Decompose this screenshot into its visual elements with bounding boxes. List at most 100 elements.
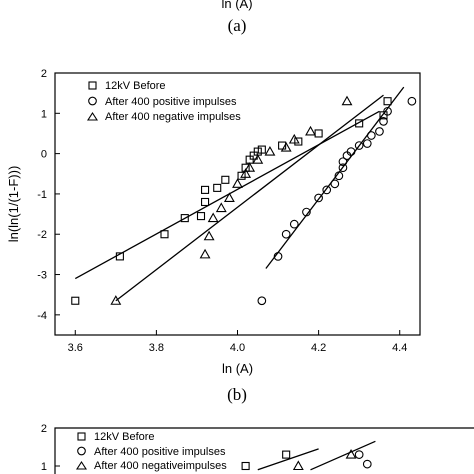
panel-b-y-axis-label: ln(ln(1/(1-F))) bbox=[6, 166, 21, 243]
data-point-triangle bbox=[232, 178, 243, 188]
legend-circle-marker bbox=[77, 446, 86, 456]
data-point-triangle bbox=[252, 154, 264, 164]
fit-line-series-3 bbox=[257, 448, 319, 471]
panel-a-caption: (a) bbox=[228, 16, 247, 35]
data-point-circle bbox=[362, 139, 372, 148]
x-tick-label: 4.4 bbox=[392, 342, 407, 354]
x-tick-label: 3.6 bbox=[68, 342, 83, 354]
data-point-square bbox=[383, 97, 392, 106]
panel-c-data-points bbox=[241, 448, 372, 471]
data-point-circle bbox=[302, 207, 311, 217]
panel-c-chart: 12 12kV Before After 400 positive impuls… bbox=[41, 423, 474, 474]
legend-label-positive: After 400 positive impulses bbox=[94, 446, 226, 458]
data-point-circle bbox=[362, 459, 372, 469]
y-tick-label: 2 bbox=[41, 423, 47, 435]
panel-b-ticks: 3.6 3.8 4.0 4.2 4.4 -4 -3 -2 -1 0 1 2 bbox=[37, 68, 407, 354]
y-tick-label: 0 bbox=[41, 149, 47, 161]
data-point-square bbox=[257, 145, 266, 154]
data-point-triangle bbox=[341, 95, 353, 106]
data-point-triangle bbox=[215, 202, 227, 213]
data-point-circle bbox=[281, 229, 291, 239]
y-tick-label: -3 bbox=[37, 270, 47, 282]
data-point-square bbox=[201, 197, 210, 207]
y-tick-label: 2 bbox=[41, 68, 47, 80]
data-point-square bbox=[294, 137, 303, 146]
y-tick-label: -4 bbox=[37, 310, 47, 322]
data-point-circle bbox=[379, 117, 388, 126]
fit-line-series-2 bbox=[310, 440, 376, 471]
x-tick-label: 4.0 bbox=[230, 342, 245, 354]
data-point-triangle bbox=[345, 448, 357, 459]
data-point-circle bbox=[330, 179, 340, 189]
data-point-square bbox=[196, 212, 206, 221]
y-tick-label: 1 bbox=[41, 461, 47, 473]
data-point-square bbox=[180, 214, 189, 223]
data-point-circle bbox=[383, 106, 392, 116]
data-point-circle bbox=[346, 147, 356, 156]
data-point-triangle bbox=[292, 460, 304, 471]
data-point-circle bbox=[273, 252, 283, 261]
panel-b-legend: 12kV Before After 400 positive impulses … bbox=[86, 80, 241, 123]
data-point-circle bbox=[257, 296, 267, 306]
panel-b-chart: 3.6 3.8 4.0 4.2 4.4 -4 -3 -2 -1 0 1 2 12kV Before A… bbox=[6, 68, 421, 404]
panel-c-ticks: 12 bbox=[41, 423, 60, 473]
data-point-square bbox=[160, 230, 169, 239]
legend-triangle-marker bbox=[86, 111, 99, 121]
legend-square-marker bbox=[77, 432, 86, 441]
legend-label-positive: After 400 positive impulses bbox=[105, 96, 237, 108]
data-point-circle bbox=[354, 141, 364, 150]
panel-c-fit-lines bbox=[257, 440, 376, 471]
fit-line-series-2 bbox=[265, 86, 405, 269]
data-point-triangle bbox=[288, 133, 300, 144]
data-point-square bbox=[355, 119, 364, 128]
data-point-circle bbox=[366, 131, 376, 140]
panel-b-x-axis-label: ln (A) bbox=[222, 361, 253, 376]
data-point-triangle bbox=[203, 230, 215, 241]
data-point-circle bbox=[338, 157, 348, 167]
legend-label-negative: After 400 negativeimpulses bbox=[94, 460, 227, 472]
data-point-square bbox=[71, 296, 80, 305]
data-point-circle bbox=[289, 219, 299, 229]
data-point-triangle bbox=[199, 248, 211, 259]
y-tick-label: 1 bbox=[41, 108, 47, 120]
panel-b-fit-lines bbox=[74, 86, 405, 302]
data-point-square bbox=[282, 450, 291, 459]
x-tick-label: 4.2 bbox=[311, 342, 326, 354]
data-point-square bbox=[314, 129, 323, 138]
legend-label-negative: After 400 negative impulses bbox=[105, 111, 241, 123]
data-point-circle bbox=[407, 96, 417, 106]
data-point-square bbox=[221, 175, 230, 184]
panel-c-legend: 12kV Before After 400 positive impulses … bbox=[75, 431, 227, 472]
data-point-triangle bbox=[110, 295, 122, 305]
data-point-square bbox=[241, 461, 250, 471]
data-point-circle bbox=[334, 171, 344, 181]
x-tick-label: 3.8 bbox=[149, 342, 164, 354]
fit-line-series-3 bbox=[115, 94, 384, 302]
top-axis-fragment: ln (A) bbox=[221, 0, 252, 11]
data-point-square bbox=[278, 141, 287, 150]
y-tick-label: -2 bbox=[37, 229, 47, 241]
panel-b-data-points bbox=[71, 95, 417, 306]
data-point-circle bbox=[338, 163, 348, 173]
legend-square-marker bbox=[88, 81, 97, 90]
data-point-triangle bbox=[244, 162, 256, 172]
y-tick-label: -1 bbox=[37, 189, 47, 201]
fit-line-series-1 bbox=[74, 110, 380, 280]
data-point-triangle bbox=[264, 145, 276, 156]
legend-label-before: 12kV Before bbox=[105, 80, 166, 92]
data-point-square bbox=[213, 183, 222, 192]
data-point-triangle bbox=[207, 212, 219, 223]
data-point-circle bbox=[322, 185, 332, 195]
data-point-square bbox=[237, 171, 246, 180]
data-point-triangle bbox=[240, 168, 252, 178]
data-point-triangle bbox=[305, 125, 316, 136]
data-point-triangle bbox=[280, 141, 292, 152]
panel-b-caption: (b) bbox=[227, 385, 247, 404]
data-point-circle bbox=[354, 450, 364, 459]
data-point-square bbox=[201, 185, 210, 194]
data-point-triangle bbox=[223, 192, 235, 203]
data-point-circle bbox=[314, 193, 323, 203]
legend-label-before: 12kV Before bbox=[94, 431, 155, 443]
legend-triangle-marker bbox=[75, 460, 88, 470]
